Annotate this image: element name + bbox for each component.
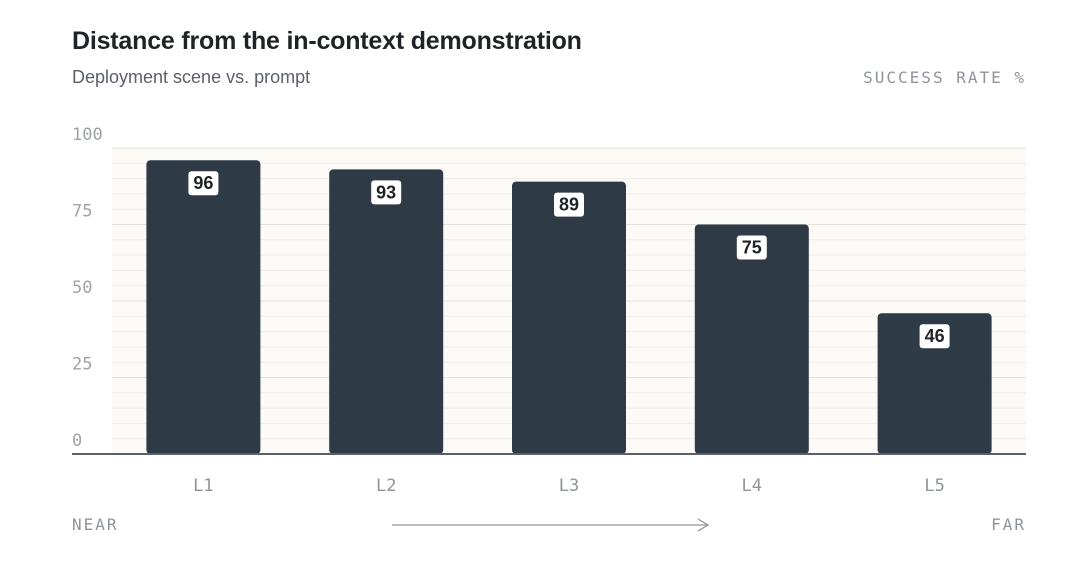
data-label-box <box>371 180 402 205</box>
data-label: 96 <box>193 173 213 193</box>
bar-l4 <box>694 224 809 454</box>
data-label-box <box>919 324 950 349</box>
data-label: 75 <box>742 238 762 258</box>
y-axis-ticks: 0 25 50 75 100 <box>72 125 103 451</box>
arrow-right-icon <box>392 518 710 532</box>
bar-l5 <box>877 313 992 454</box>
x-tick-label: L2 <box>376 476 396 496</box>
data-label-box <box>188 171 219 196</box>
data-label-box <box>554 192 584 217</box>
chart-subtitle: Deployment scene vs. prompt <box>72 67 311 87</box>
data-label: 89 <box>559 195 579 215</box>
y-tick-label: 75 <box>72 202 92 222</box>
x-tick-label: L4 <box>742 476 762 496</box>
bar-l3 <box>512 181 626 454</box>
bar-l1 <box>146 160 261 455</box>
x-tick-label: L5 <box>924 476 944 496</box>
data-label-box <box>736 235 767 260</box>
y-tick-label: 100 <box>72 125 103 145</box>
near-label: NEAR <box>72 515 119 534</box>
y-tick-label: 25 <box>72 355 92 375</box>
data-label: 46 <box>925 326 945 346</box>
y-unit-label: SUCCESS RATE % <box>863 68 1026 87</box>
data-label: 93 <box>376 182 396 202</box>
y-tick-label: 0 <box>72 431 82 451</box>
far-label: FAR <box>991 515 1026 534</box>
bars: 96 93 89 75 46 <box>146 160 992 455</box>
x-tick-label: L1 <box>193 476 213 496</box>
bar-l2 <box>329 169 444 455</box>
chart-title: Distance from the in-context demonstrati… <box>72 27 582 55</box>
x-axis-categories: L1 L2 L3 L4 L5 <box>193 476 945 496</box>
x-tick-label: L3 <box>559 476 579 496</box>
y-tick-label: 50 <box>72 278 92 298</box>
